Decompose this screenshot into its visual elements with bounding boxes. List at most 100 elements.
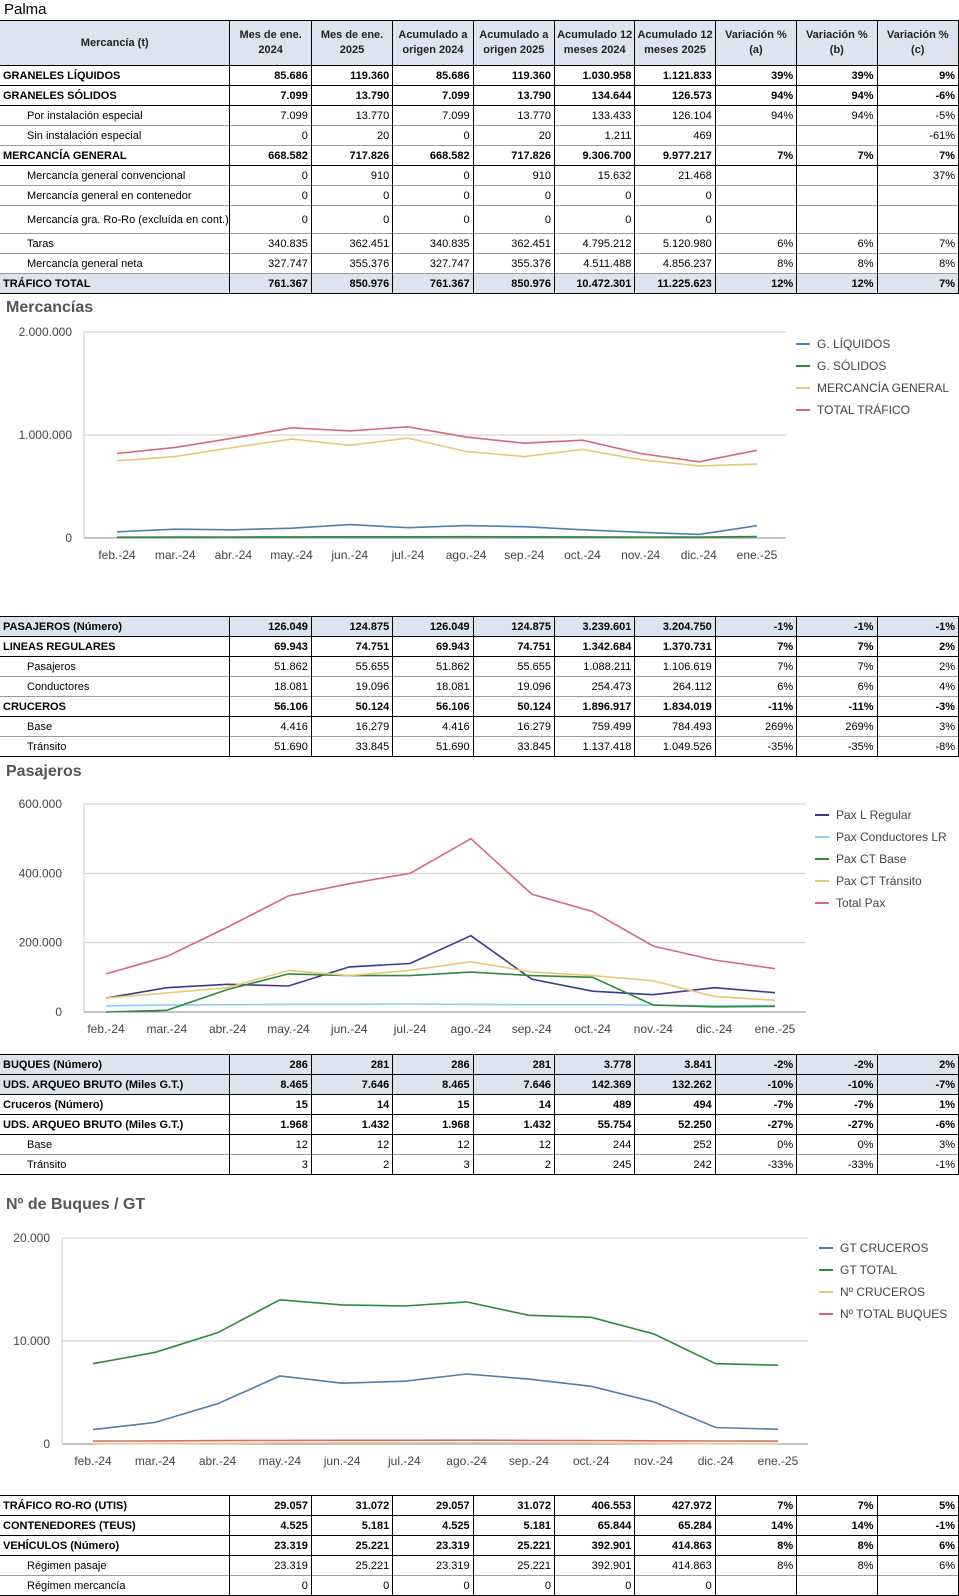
table-cell: 7% (877, 233, 959, 254)
x-tick-label: may.-24 (259, 1454, 302, 1468)
table-cell: 362.451 (311, 233, 394, 254)
table-cell: 4.856.237 (634, 253, 716, 274)
table-cell: 0 (473, 1575, 556, 1596)
row-label: Mercancía general convencional (0, 165, 231, 186)
table-row: BUQUES (Número) 286 281 286 281 3.778 3.841 -2%… (0, 1054, 959, 1075)
table-cell: 13.790 (473, 85, 556, 106)
table-cell: 1.968 (229, 1114, 312, 1135)
table-cell: 56.106 (392, 696, 474, 717)
table-cell: 124.875 (311, 616, 394, 637)
table-cell: 126.573 (634, 85, 716, 106)
table-cell: 65.844 (554, 1515, 636, 1536)
table-cell: 281 (473, 1054, 556, 1075)
table-cell: 286 (392, 1054, 474, 1075)
table-cell: 717.826 (311, 145, 394, 166)
table-cell: 4.525 (229, 1515, 312, 1536)
table-cell: 3% (877, 1134, 959, 1155)
table-row: Tránsito 3 2 3 2 245 242 -33% -33% -1% (0, 1154, 959, 1175)
table-cell: 15.632 (554, 165, 636, 186)
table-cell: 9.977.217 (634, 145, 716, 166)
series-line (92, 1298, 779, 1366)
table-cell: 15 (229, 1094, 312, 1115)
table-cell (715, 205, 798, 234)
table-cell: 7% (796, 636, 878, 657)
table-cell: 69.943 (392, 636, 474, 657)
series-line (116, 425, 758, 463)
table-cell: 8% (877, 253, 959, 274)
table-cell: -2% (796, 1054, 878, 1075)
table-cell: 668.582 (229, 145, 312, 166)
table-cell: -1% (796, 616, 878, 637)
table-cell: 1.896.917 (554, 696, 636, 717)
table-cell: 1.968 (392, 1114, 474, 1135)
x-tick-label: nov.-24 (634, 1022, 673, 1036)
table-cell: 37% (877, 165, 959, 186)
table-cell: 7.646 (473, 1074, 556, 1095)
table-cell: 12% (796, 273, 878, 294)
table-cell: 668.582 (392, 145, 474, 166)
table-cell: 134.644 (554, 85, 636, 106)
table-cell: 39% (796, 65, 878, 86)
row-label: Mercancía general neta (0, 253, 231, 274)
table-cell: 8% (796, 1535, 878, 1556)
table-cell: 759.499 (554, 716, 636, 737)
table-cell: 126.049 (392, 616, 474, 637)
table-cell: 13.770 (473, 105, 556, 126)
x-tick-label: dic.-24 (696, 1022, 732, 1036)
table-cell: 12 (392, 1134, 474, 1155)
table-cell (796, 125, 878, 146)
table-cell: 3% (877, 716, 959, 737)
table-cell: 5% (877, 1495, 959, 1516)
table-cell: 39% (715, 65, 798, 86)
table-cell: 6% (715, 233, 798, 254)
table-cell: 51.690 (229, 736, 312, 757)
table-row: GRANELES SÓLIDOS 7.099 13.790 7.099 13.790 13… (0, 85, 959, 106)
table-cell: 910 (473, 165, 556, 186)
row-label: Tránsito (0, 1154, 231, 1175)
series-line (92, 1442, 779, 1445)
col-header: Acumulado a origen 2024 (392, 20, 474, 66)
x-tick-label: oct.-24 (574, 1022, 611, 1036)
legend-label: Nº TOTAL BUQUES (840, 1307, 947, 1321)
table-cell: -6% (877, 1114, 959, 1135)
x-tick-label: ago.-24 (446, 1454, 487, 1468)
x-tick-label: sep.-24 (512, 1022, 552, 1036)
x-tick-label: oct.-24 (564, 548, 601, 562)
table-cell: 7% (715, 636, 798, 657)
table-cell (796, 1575, 878, 1596)
row-label: Cruceros (Número) (0, 1094, 231, 1115)
table-cell: 6% (877, 1535, 959, 1556)
col-header: Acumulado a origen 2025 (473, 20, 556, 66)
table-cell: 0 (229, 165, 312, 186)
table-cell (796, 205, 878, 234)
table-cell: 1.342.684 (554, 636, 636, 657)
y-tick-label: 400.000 (19, 866, 63, 880)
table-row: CONTENEDORES (TEUS) 4.525 5.181 4.525 5.181 6… (0, 1515, 959, 1536)
table-cell: 3 (392, 1154, 474, 1175)
col-header: Acumulado 12 meses 2025 (634, 20, 716, 66)
table-cell: 469 (634, 125, 716, 146)
legend-label: G. SÓLIDOS (817, 358, 886, 373)
table-cell: 94% (796, 85, 878, 106)
x-tick-label: jun.-24 (330, 548, 368, 562)
table-cell: 12 (473, 1134, 556, 1155)
col-header: Mercancía (t) (0, 20, 231, 66)
col-header: Acumulado 12 meses 2024 (554, 20, 636, 66)
table-cell: 0 (634, 1575, 716, 1596)
row-label: Sin instalación especial (0, 125, 231, 146)
table-cell: -1% (877, 1154, 959, 1175)
x-tick-label: mar.-24 (155, 548, 196, 562)
x-tick-label: ene.-25 (737, 548, 778, 562)
row-label: MERCANCÍA GENERAL (0, 145, 231, 166)
table-cell: 850.976 (311, 273, 394, 294)
table-cell (877, 205, 959, 234)
series-line (92, 1439, 779, 1442)
table-cell: 1.088.211 (554, 656, 636, 677)
section-title-buques: Nº de Buques / GT (6, 1196, 146, 1213)
table-cell: 0 (554, 185, 636, 206)
table-cell: 3.204.750 (634, 616, 716, 637)
legend-label: GT CRUCEROS (840, 1241, 928, 1255)
table-cell: 2% (877, 1054, 959, 1075)
table-cell: 4.416 (229, 716, 312, 737)
table-cell: 286 (229, 1054, 312, 1075)
